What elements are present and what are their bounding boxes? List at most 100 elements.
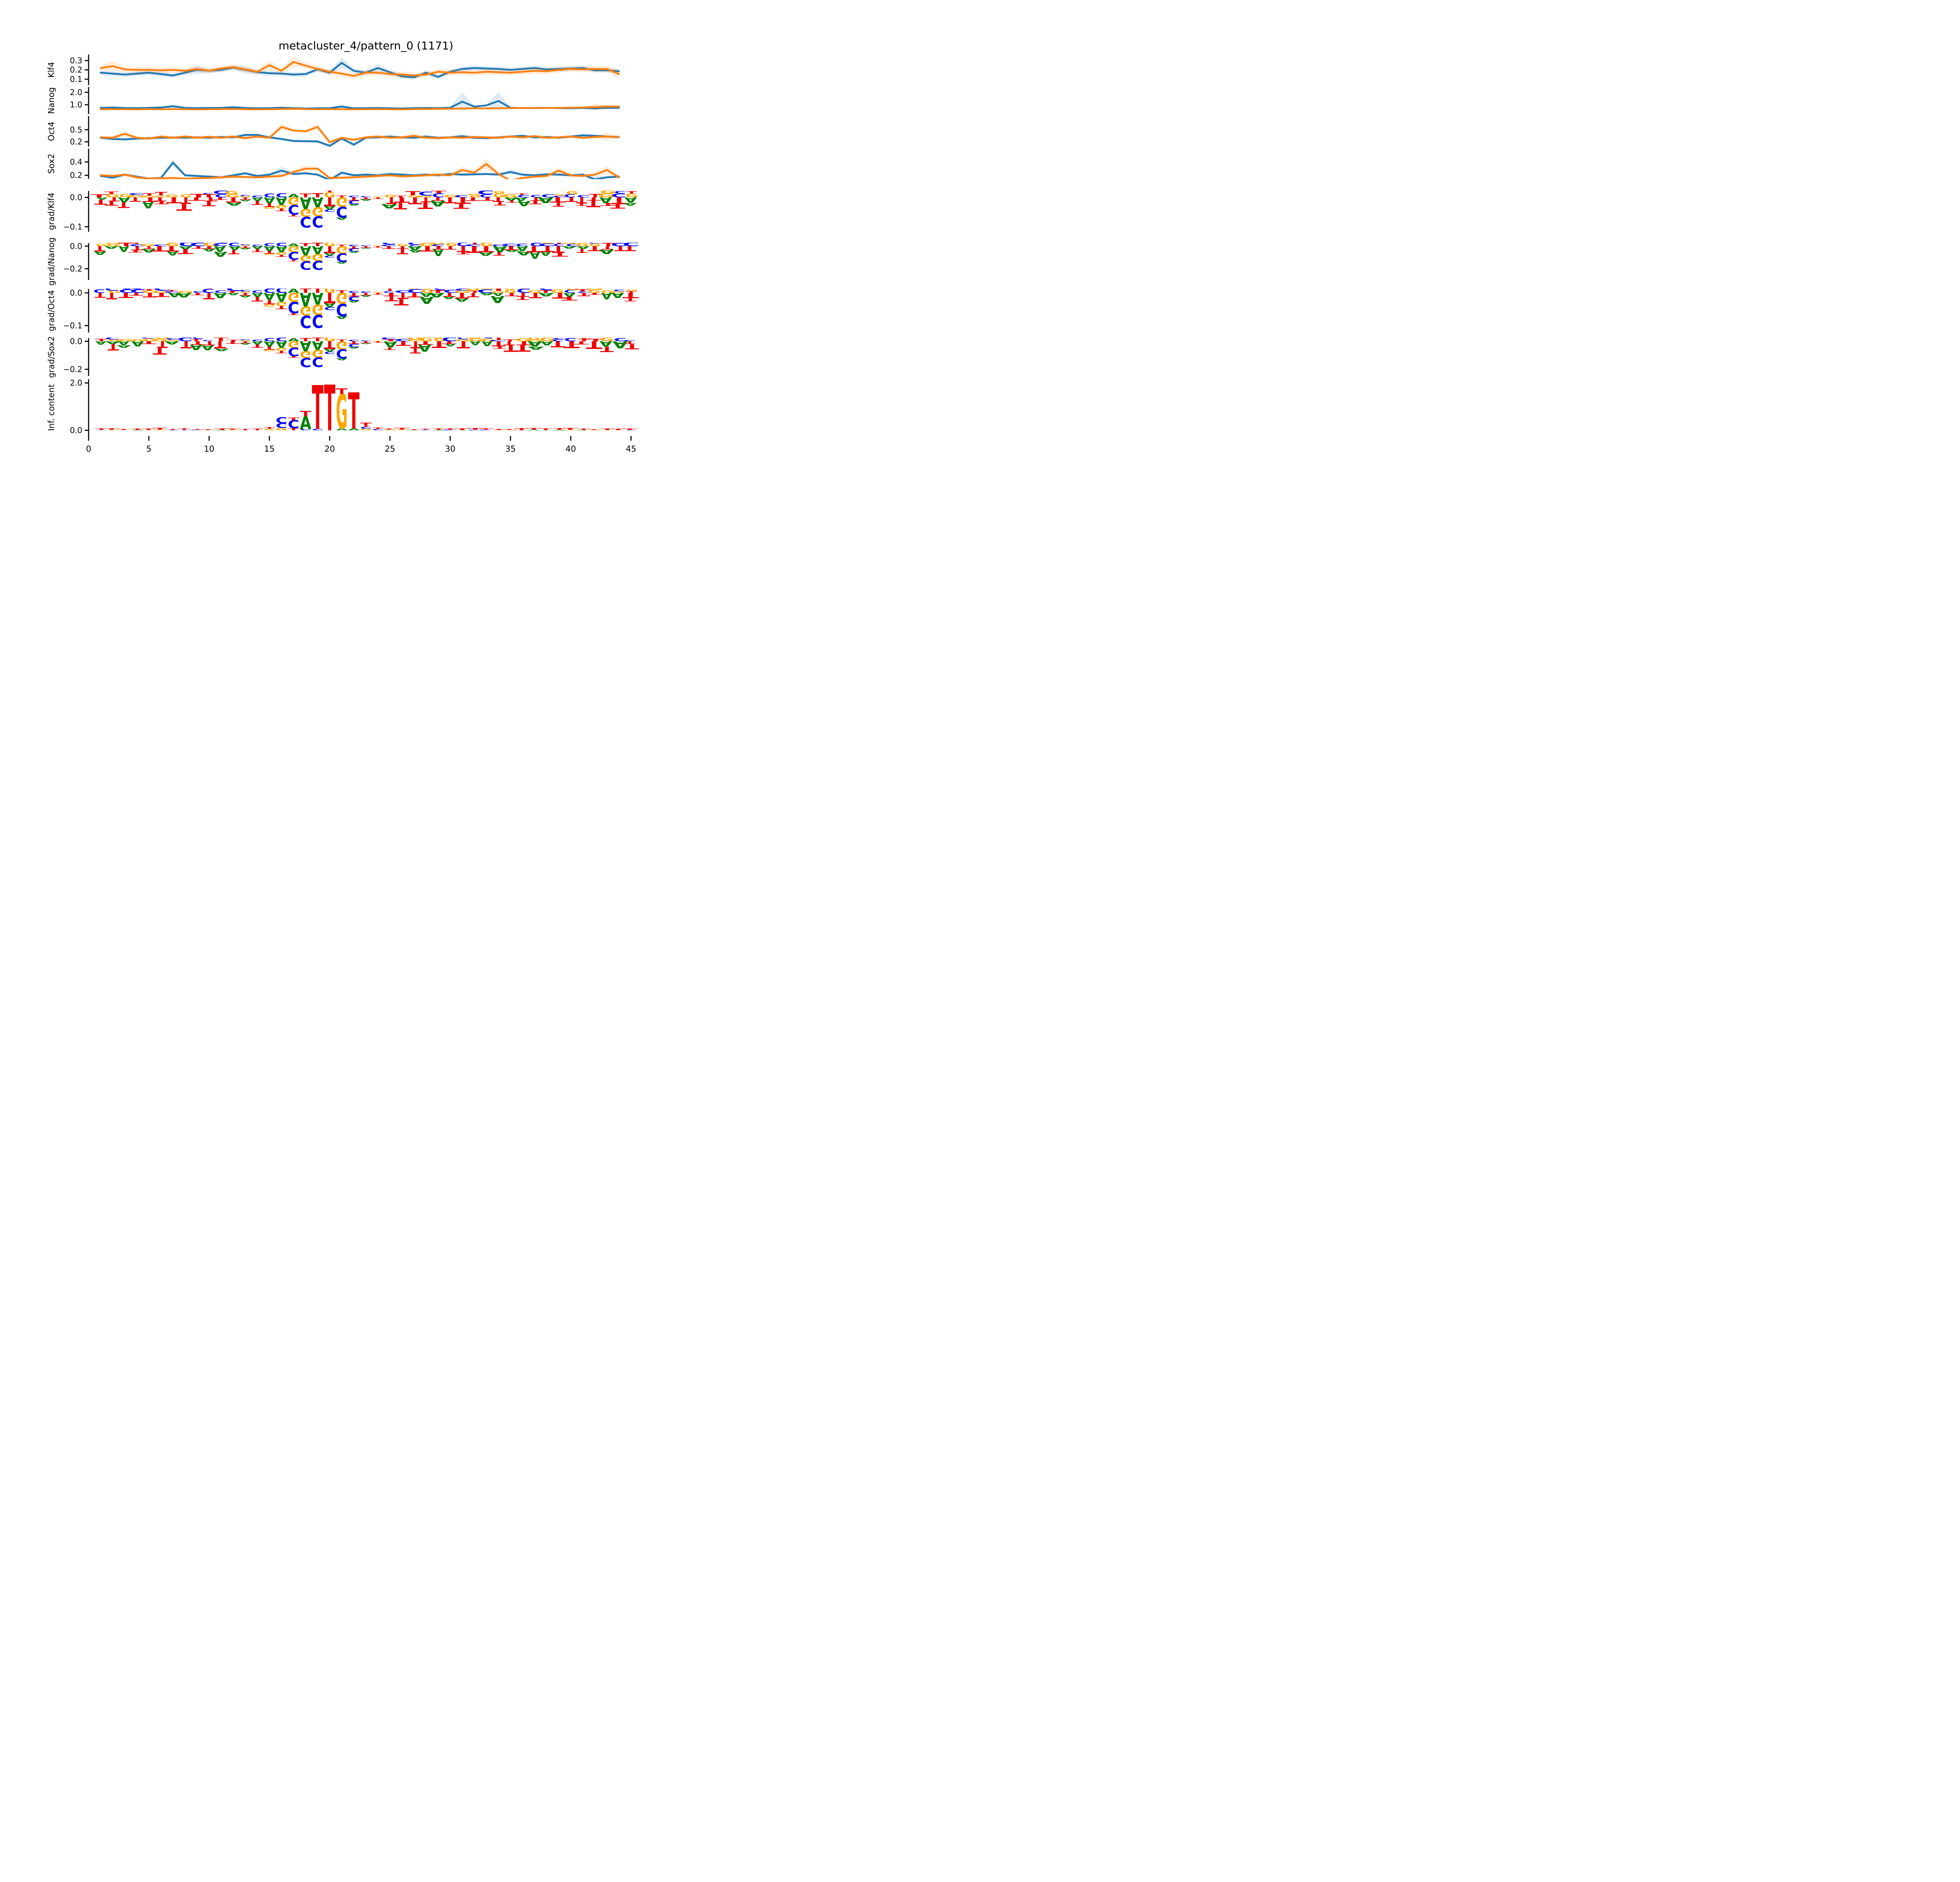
logo-letter-C: C — [468, 429, 481, 431]
logo-letter-G: G — [312, 301, 323, 318]
logo-letter-T: T — [240, 196, 251, 200]
logo-letter-A: A — [491, 294, 505, 305]
logo-letter-A: A — [190, 343, 202, 352]
logo-letter-T: T — [213, 196, 227, 200]
logo-letter-C: C — [153, 244, 168, 247]
logo-letter-C: C — [119, 288, 134, 294]
logo-letter-T: T — [264, 202, 276, 208]
logo-letter-C: C — [226, 286, 244, 292]
logo-letter-T: T — [479, 428, 493, 430]
logo-letter-T: T — [164, 244, 179, 253]
logo-letter-T: T — [167, 429, 180, 430]
logo-letter-T: T — [610, 203, 625, 210]
logo-letter-T: T — [467, 291, 479, 298]
logo-letter-A: A — [142, 248, 156, 253]
logo-letter-T: T — [324, 372, 335, 445]
logo-letter-C: C — [180, 430, 192, 431]
oct4-band-orange — [100, 124, 619, 144]
logo-letter-A: A — [348, 203, 359, 206]
klf4-ytick-label: 0.1 — [70, 74, 82, 84]
logo-letter-T: T — [154, 196, 167, 202]
logo-letter-C: C — [455, 288, 471, 291]
logo-letter-G: G — [504, 288, 515, 290]
logo-letter-A: A — [300, 288, 312, 310]
logo-letter-T: T — [588, 245, 602, 252]
logo-letter-C: C — [312, 212, 323, 230]
logo-letter-T: T — [288, 356, 299, 358]
logo-letter-C: C — [203, 193, 214, 194]
inf-content-ytick-label: 2.0 — [70, 378, 82, 388]
logo-letter-T: T — [189, 193, 207, 199]
logo-letter-C: C — [614, 337, 627, 342]
logo-letter-G: G — [515, 338, 531, 343]
logo-letter-C: C — [477, 189, 494, 196]
logo-letter-A: A — [527, 429, 541, 431]
logo-letter-A: A — [118, 196, 131, 203]
logo-letter-C: C — [552, 338, 568, 340]
logo-letter-G: G — [360, 428, 372, 431]
logo-letter-T: T — [383, 292, 399, 297]
logo-letter-G: G — [538, 240, 555, 244]
logo-letter-C: C — [381, 240, 396, 246]
logo-letter-T: T — [226, 196, 241, 204]
logo-letter-T: T — [433, 428, 445, 430]
logo-letter-C: C — [300, 258, 311, 271]
logo-letter-T: T — [276, 208, 287, 212]
logo-letter-T: T — [468, 240, 482, 245]
logo-letter-A: A — [541, 251, 551, 257]
logo-letter-T: T — [602, 242, 615, 247]
logo-letter-A: A — [455, 298, 468, 302]
logo-letter-C: C — [348, 247, 359, 252]
logo-letter-G: G — [564, 430, 578, 431]
logo-letter-T: T — [457, 244, 470, 254]
oct4-line-orange — [100, 126, 620, 143]
logo-letter-T: T — [94, 244, 105, 253]
nanog-ytick-label: 1.0 — [70, 100, 82, 109]
logo-letter-T: T — [228, 249, 240, 256]
logo-letter-G: G — [143, 430, 157, 431]
logo-letter-A: A — [562, 245, 577, 249]
grad-oct4-ytick-label: −0.1 — [63, 321, 82, 330]
logo-letter-C: C — [432, 244, 445, 247]
logo-letter-A: A — [97, 196, 108, 200]
logo-letter-T: T — [214, 339, 226, 350]
logo-letter-C: C — [492, 244, 505, 247]
logo-letter-G: G — [240, 340, 251, 342]
logo-letter-T: T — [457, 251, 470, 255]
logo-letter-A: A — [599, 248, 614, 256]
logo-letter-T: T — [406, 429, 422, 430]
logo-letter-T: T — [574, 340, 588, 345]
logo-letter-C: C — [588, 242, 601, 244]
logo-letter-C: C — [214, 290, 227, 294]
logo-letter-T: T — [421, 196, 431, 203]
logo-letter-T: T — [324, 190, 335, 193]
logo-letter-T: T — [394, 201, 407, 211]
logo-letter-T: T — [178, 247, 194, 255]
logo-letter-T: T — [397, 247, 408, 256]
logo-letter-C: C — [129, 243, 146, 247]
logo-letter-C: C — [348, 340, 359, 342]
logo-letter-C: C — [264, 337, 275, 342]
logo-letter-T: T — [418, 340, 434, 346]
logo-letter-G: G — [180, 194, 192, 198]
logo-letter-C: C — [539, 285, 554, 292]
klf4-line-blue — [100, 62, 620, 78]
logo-letter-T: T — [622, 429, 638, 431]
logo-letter-T: T — [587, 292, 603, 296]
logo-letter-T: T — [336, 290, 347, 294]
logo-letter-T: T — [552, 201, 564, 207]
logo-letter-A: A — [214, 244, 226, 253]
logo-letter-T: T — [614, 244, 627, 252]
logo-letter-C: C — [214, 240, 230, 244]
logo-letter-T: T — [190, 338, 202, 342]
logo-letter-C: C — [324, 209, 335, 213]
logo-letter-G: G — [372, 245, 384, 247]
logo-letter-C: C — [190, 242, 206, 247]
figure-title: metacluster_4/pattern_0 (1171) — [278, 39, 454, 52]
inf-content-ylabel: Inf. content — [47, 384, 56, 431]
logo-letter-C: C — [432, 192, 445, 199]
logo-letter-C: C — [360, 245, 372, 247]
logo-letter-C: C — [454, 195, 468, 198]
logo-letter-T: T — [494, 345, 507, 349]
logo-letter-G: G — [446, 242, 457, 247]
